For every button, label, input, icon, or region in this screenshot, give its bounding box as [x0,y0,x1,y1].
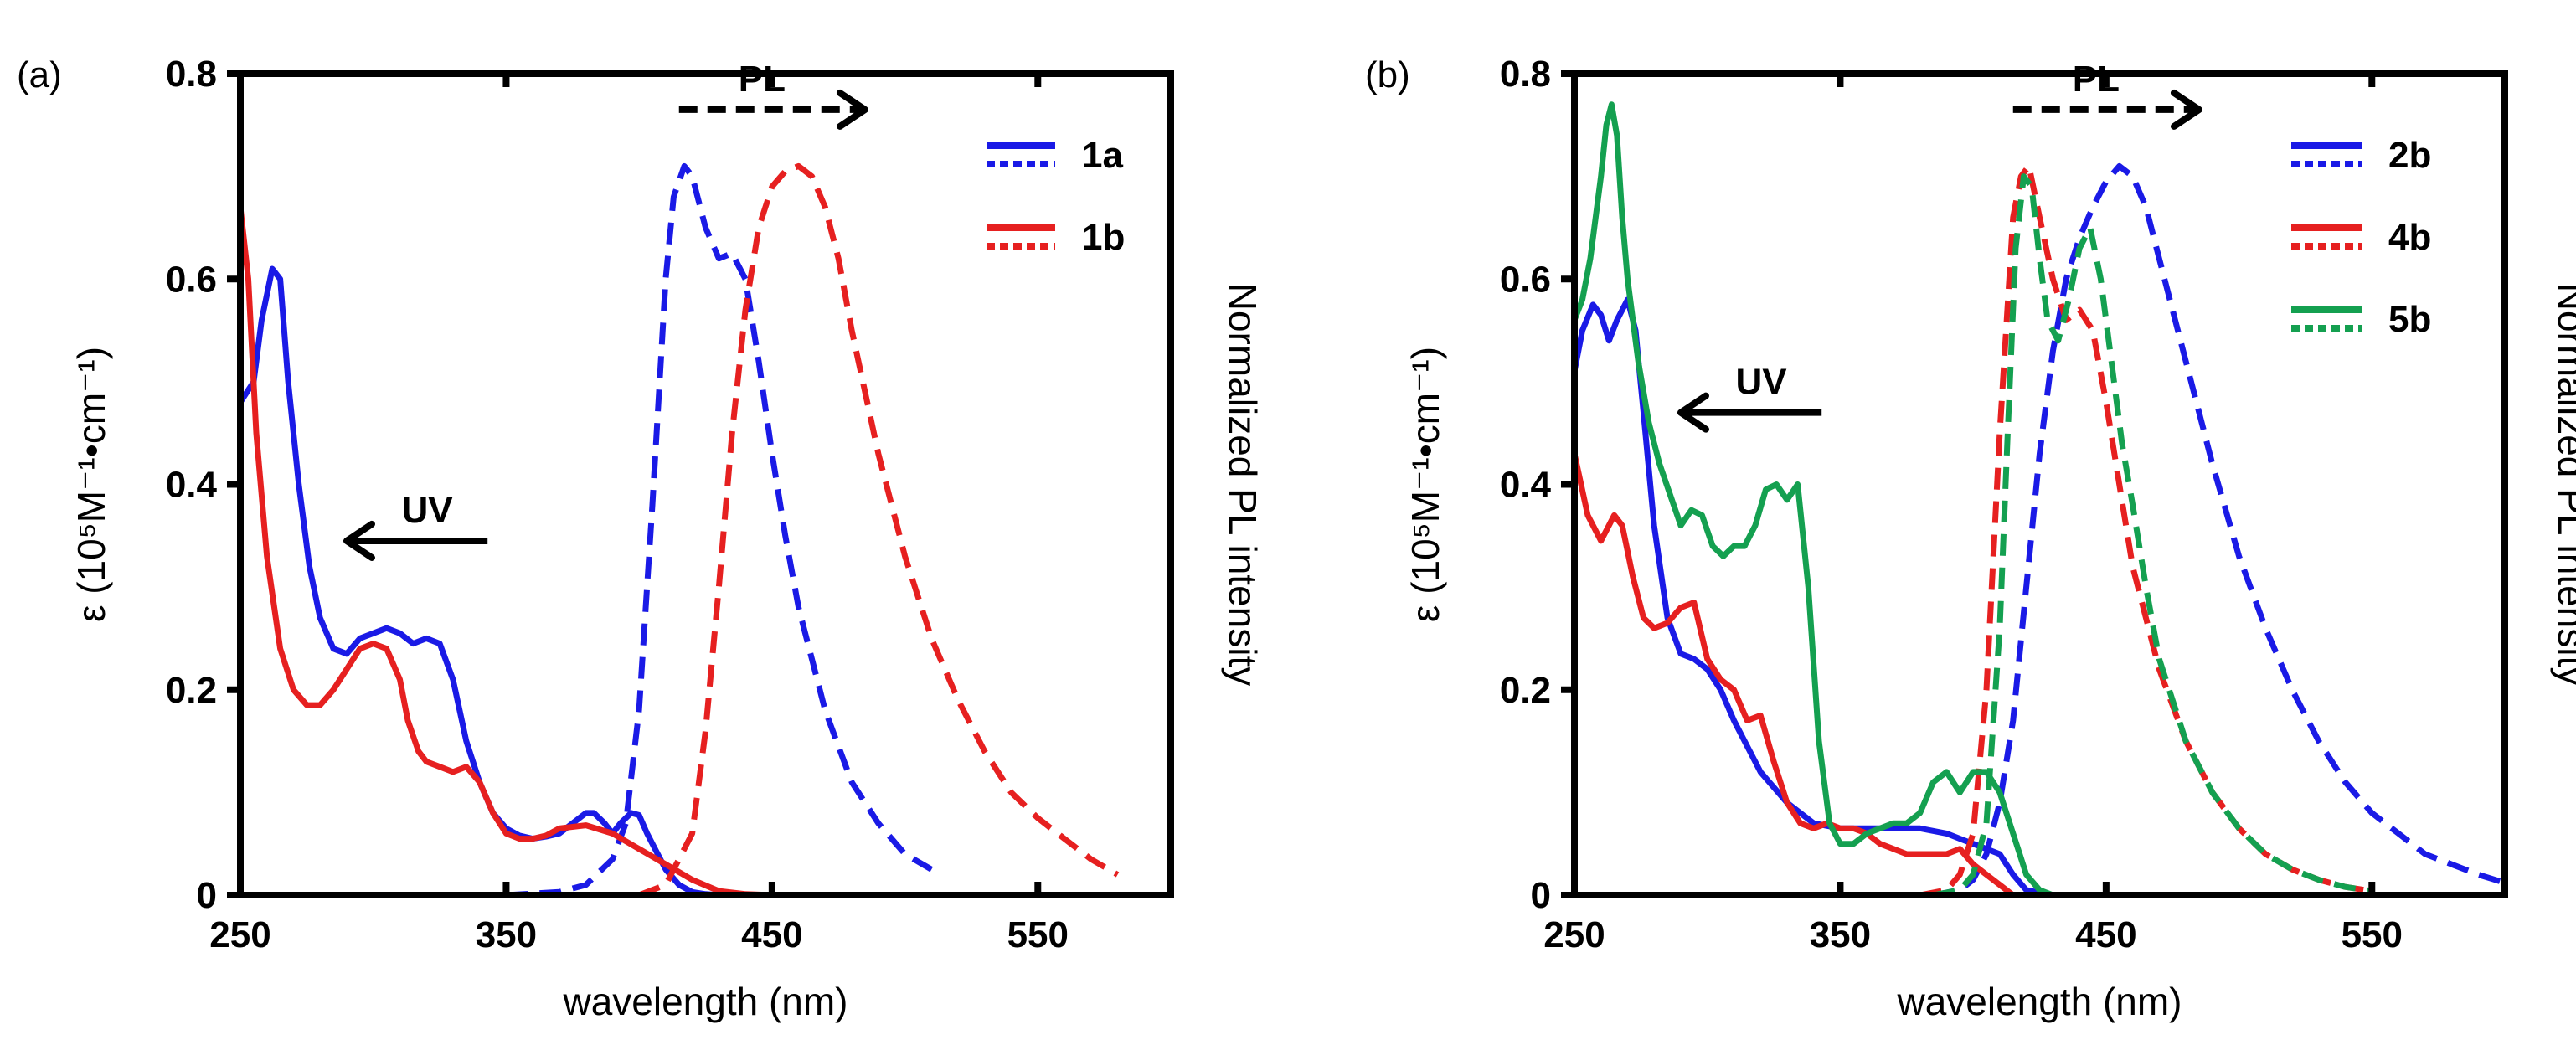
series-line-1a-pl [506,162,934,895]
x-tick-label: 250 [1543,914,1605,955]
x-tick-label: 550 [1007,914,1069,955]
y-tick-label: 0 [1531,875,1551,916]
legend-entry-4b: 4b [2291,217,2431,258]
annotation-uv-arrow: UV [1677,362,1822,433]
legend-entry-1b: 1b [987,217,1125,258]
y-tick-label: 0.2 [1500,670,1551,711]
x-tick-label: 350 [476,914,537,955]
annotation-label: PL [2073,59,2120,100]
panel-label: (a) [17,54,62,95]
y-tick-label: 0.6 [1500,259,1551,300]
y-tick-label: 0 [197,875,217,916]
y-tick-label: 0.4 [166,465,218,506]
series-line-1b-pl [637,162,1120,895]
annotation-label: UV [402,490,454,531]
x-tick-label: 450 [2075,914,2136,955]
chart-panel-0: (a) 250 350 450 550 0 0.2 0.4 0.6 0.8 wavelength (… [17,54,1265,1023]
legend-entry-2b: 2b [2291,135,2431,176]
series-line-2b-uv [1574,296,2056,895]
y-tick-label: 0.2 [166,670,217,711]
y-axis-title-right: Normalized PL intensity [1221,283,1265,687]
y-tick-label: 0.8 [166,54,217,95]
x-tick-label: 450 [741,914,802,955]
series-group [240,162,1120,895]
panel-label: (b) [1365,54,1410,95]
annotation-label: PL [739,59,786,100]
x-axis-title: wavelength (nm) [1896,980,2182,1023]
chart-panel-1: (b) 250 350 450 550 0 0.2 0.4 0.6 0.8 wavelength (… [1365,54,2576,1023]
annotation-label: UV [1736,362,1788,403]
legend-label: 1a [1082,135,1123,176]
annotation-pl-arrow: PL [678,59,868,130]
x-axis-title: wavelength (nm) [562,980,848,1023]
annotation-pl-arrow: PL [2012,59,2202,130]
y-tick-label: 0.4 [1500,465,1552,506]
y-axis-title-left: ε (10⁵M⁻¹•cm⁻¹) [1404,347,1447,622]
series-group [1574,101,2505,895]
series-line-5b-pl [1932,173,2372,895]
series-line-4b-uv [1574,450,2017,895]
x-tick-label: 550 [2342,914,2403,955]
series-line-5b-uv [1574,101,2056,895]
annotation-uv-arrow: UV [343,490,488,561]
legend-label: 4b [2388,217,2431,258]
series-line-1b-uv [240,203,775,895]
x-tick-label: 350 [1810,914,1871,955]
legend-label: 2b [2388,135,2431,176]
legend-entry-1a: 1a [987,135,1123,176]
x-tick-label: 250 [209,914,270,955]
legend-label: 1b [1082,217,1125,258]
y-tick-label: 0.6 [166,259,217,300]
legend-label: 5b [2388,299,2431,340]
y-axis-title-left: ε (10⁵M⁻¹•cm⁻¹) [70,347,113,622]
y-axis-title-right: Normalized PL intensity [2550,283,2576,687]
series-line-1a-uv [240,265,775,895]
series-line-2b-pl [1932,162,2505,895]
y-tick-label: 0.8 [1500,54,1551,95]
plot-frame [237,70,1174,898]
legend-entry-5b: 5b [2291,299,2431,340]
plot-frame [1571,70,2508,898]
